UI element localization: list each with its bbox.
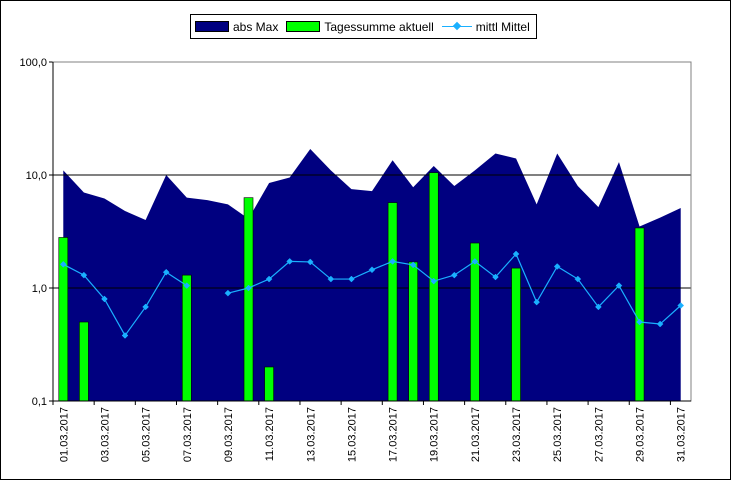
legend-item-mittl-mittel: mittl Mittel — [441, 19, 530, 34]
marker-mittl-mittel-17 — [389, 258, 396, 265]
legend-label-abs-max: abs Max — [233, 19, 279, 34]
x-tick-label-4: 07.03.2017 — [182, 407, 194, 462]
legend-item-tagessumme: Tagessumme aktuell — [286, 19, 434, 34]
marker-mittl-mittel-4 — [121, 332, 129, 339]
x-tick-label-7: 13.03.2017 — [305, 407, 317, 462]
marker-mittl-mittel-5 — [142, 303, 149, 311]
legend-item-abs-max: abs Max — [195, 20, 278, 34]
legend-label-mittl-mittel: mittl Mittel — [475, 19, 530, 34]
marker-mittl-mittel-7 — [183, 282, 191, 289]
bar-tagessumme-10 — [243, 197, 254, 402]
x-tick-label-9: 17.03.2017 — [388, 407, 400, 462]
marker-mittl-mittel-23 — [512, 250, 520, 258]
marker-mittl-mittel-15 — [348, 275, 355, 283]
bar-tagessumme-29 — [634, 227, 645, 402]
marker-mittl-mittel-16 — [368, 266, 376, 274]
x-tick-label-16: 31.03.2017 — [676, 407, 688, 462]
x-tick-label-5: 09.03.2017 — [223, 407, 235, 462]
bar-tagessumme-2 — [79, 321, 89, 402]
x-tick-label-13: 25.03.2017 — [552, 407, 564, 462]
marker-mittl-mittel-21 — [471, 258, 479, 265]
bar-tagessumme-19 — [428, 172, 439, 402]
marker-mittl-mittel-30 — [656, 320, 664, 328]
x-tick-label-8: 15.03.2017 — [346, 407, 358, 462]
y-tick-label-2: 10,0 — [26, 170, 47, 182]
x-tick-label-12: 23.03.2017 — [511, 407, 523, 462]
marker-mittl-mittel-25 — [553, 263, 561, 270]
marker-mittl-mittel-29 — [636, 318, 643, 326]
y-tick-label-1: 1,0 — [32, 283, 47, 295]
legend-swatch-mittl-mittel — [441, 21, 472, 32]
marker-mittl-mittel-20 — [450, 271, 458, 279]
bar-tagessumme-23 — [511, 267, 521, 402]
bar-tagessumme-7 — [181, 274, 192, 402]
marker-mittl-mittel-19 — [430, 277, 438, 285]
marker-mittl-mittel-11 — [265, 275, 273, 283]
x-tick-label-10: 19.03.2017 — [429, 407, 441, 462]
marker-mittl-mittel-10 — [245, 284, 252, 292]
marker-mittl-mittel-14 — [327, 275, 335, 283]
area-abs-max — [63, 148, 681, 401]
x-tick-label-15: 29.03.2017 — [635, 407, 647, 462]
y-tick-label-0: 0,1 — [32, 396, 47, 408]
marker-mittl-mittel-6 — [162, 268, 170, 276]
legend-swatch-tagessumme — [286, 21, 321, 32]
bar-tagessumme-18 — [408, 261, 418, 402]
marker-mittl-mittel-26 — [574, 275, 582, 283]
marker-mittl-mittel-27 — [595, 303, 602, 311]
marker-mittl-mittel-22 — [492, 273, 499, 281]
marker-mittl-mittel-3 — [101, 295, 108, 303]
legend-swatch-abs-max — [195, 21, 229, 32]
marker-mittl-mittel-1 — [59, 260, 67, 268]
bar-tagessumme-11 — [264, 366, 274, 402]
legend-label-tagessumme: Tagessumme aktuell — [324, 19, 434, 34]
y-tick-label-3: 100,0 — [19, 57, 47, 69]
legend: abs Max Tagessumme aktuell mittl Mittel — [190, 14, 537, 39]
x-tick-label-6: 11.03.2017 — [264, 407, 276, 461]
marker-mittl-mittel-18 — [409, 261, 417, 269]
marker-mittl-mittel-28 — [615, 282, 623, 289]
marker-mittl-mittel-12 — [286, 258, 294, 265]
x-tick-label-1: 01.03.2017 — [58, 407, 70, 462]
x-tick-label-11: 21.03.2017 — [470, 407, 482, 462]
x-tick-label-3: 05.03.2017 — [141, 407, 153, 462]
bar-tagessumme-17 — [387, 202, 398, 402]
marker-mittl-mittel-31 — [677, 302, 685, 309]
x-tick-label-2: 03.03.2017 — [99, 407, 111, 462]
x-tick-label-14: 27.03.2017 — [593, 407, 605, 462]
marker-mittl-mittel-9 — [224, 289, 232, 297]
marker-mittl-mittel-13 — [306, 258, 314, 266]
marker-mittl-mittel-24 — [533, 298, 540, 306]
bar-tagessumme-21 — [470, 242, 480, 402]
marker-mittl-mittel-2 — [80, 271, 88, 279]
